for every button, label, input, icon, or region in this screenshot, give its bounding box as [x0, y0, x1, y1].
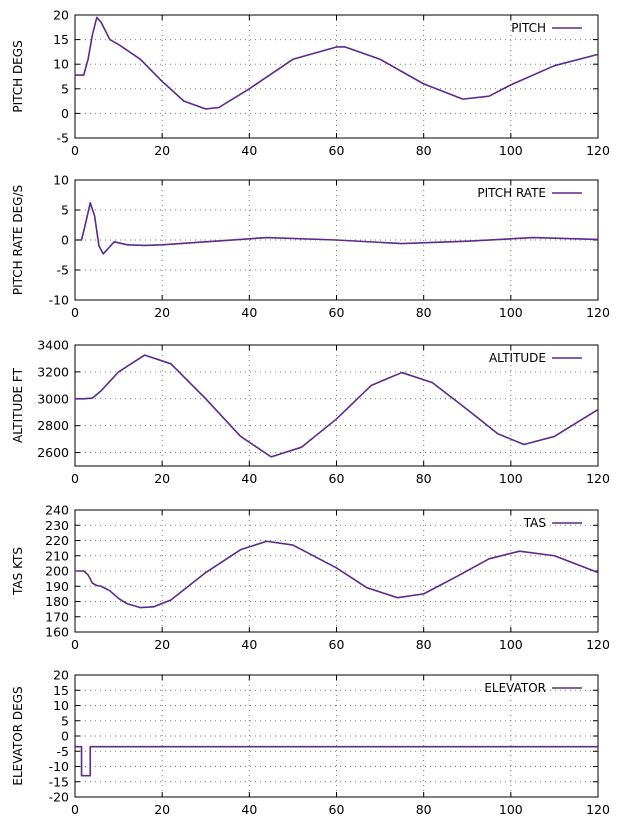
y-tick-label: 3200 [37, 364, 69, 379]
x-tick-label: 80 [416, 471, 432, 486]
y-tick-label: 230 [45, 518, 69, 533]
x-tick-label: 80 [416, 637, 432, 652]
y-tick-label: 160 [45, 625, 69, 640]
y-tick-label: 170 [45, 609, 69, 624]
chart-panel: 0 20 40 60 80 100 120 1601701801902002102202302… [11, 503, 610, 653]
x-tick-label: 20 [154, 143, 170, 158]
y-tick-label: 240 [45, 503, 69, 518]
y-tick-label: -10 [49, 293, 69, 308]
series-line [74, 540, 599, 609]
x-tick-label: 20 [154, 637, 170, 652]
y-axis-label: TAS KTS [11, 547, 25, 596]
x-tick-label: 120 [586, 637, 610, 652]
x-tick-label: 60 [329, 305, 345, 320]
x-tick-label: 100 [499, 637, 523, 652]
y-tick-label: 5 [61, 81, 69, 96]
y-tick-label: 220 [45, 533, 69, 548]
y-tick-label: 5 [61, 713, 69, 728]
x-tick-label: 0 [71, 305, 79, 320]
x-tick-label: 80 [416, 802, 432, 817]
y-tick-label: 190 [45, 579, 69, 594]
series-line [74, 354, 599, 458]
y-tick-label: -20 [49, 790, 69, 805]
y-tick-label: 2600 [37, 445, 69, 460]
chart-panel: 0 20 40 60 80 100 120 -10 -5 0 5 10 PITCH RATE DEG/S… [11, 173, 610, 321]
x-tick-label: 80 [416, 143, 432, 158]
x-tick-label: 100 [499, 143, 523, 158]
chart-panel: 0 20 40 60 80 100 120 2600 2800 3000 3200 3400 ALTIT… [11, 338, 610, 487]
y-tick-label: 3000 [37, 391, 69, 406]
y-tick-label: 200 [45, 564, 69, 579]
series-line [74, 202, 599, 255]
x-tick-label: 40 [241, 471, 257, 486]
y-tick-label: 5 [61, 203, 69, 218]
x-tick-label: 20 [154, 305, 170, 320]
y-tick-label: 15 [53, 32, 69, 47]
x-tick-label: 60 [329, 802, 345, 817]
x-tick-label: 20 [154, 471, 170, 486]
y-tick-label: 2800 [37, 418, 69, 433]
x-tick-label: 120 [586, 471, 610, 486]
x-tick-label: 0 [71, 802, 79, 817]
x-tick-label: 0 [71, 637, 79, 652]
y-tick-label: 10 [53, 698, 69, 713]
x-tick-label: 0 [71, 471, 79, 486]
y-tick-label: 210 [45, 548, 69, 563]
x-tick-label: 20 [154, 802, 170, 817]
series-line [74, 16, 599, 110]
y-tick-label: -5 [57, 131, 69, 146]
x-tick-label: 60 [329, 143, 345, 158]
x-tick-label: 100 [499, 471, 523, 486]
x-tick-label: 100 [499, 305, 523, 320]
y-tick-label: 3400 [37, 338, 69, 353]
legend-label: PITCH [511, 21, 546, 35]
chart-panel: 0 20 40 60 80 100 120-20-15-10-505101520ELEVAT… [11, 668, 610, 818]
y-tick-label: 15 [53, 683, 69, 698]
x-tick-label: 40 [241, 802, 257, 817]
x-tick-label: 120 [586, 802, 610, 817]
x-tick-label: 60 [329, 637, 345, 652]
y-tick-label: -10 [49, 759, 69, 774]
x-tick-label: 60 [329, 471, 345, 486]
y-tick-label: 180 [45, 594, 69, 609]
y-tick-label: 0 [61, 106, 69, 121]
y-axis-label: ALTITUDE FT [11, 367, 25, 443]
y-tick-label: 0 [61, 233, 69, 248]
y-tick-label: -5 [57, 263, 69, 278]
y-axis-label: ELEVATOR DEGS [11, 686, 25, 785]
y-tick-label: -5 [57, 744, 69, 759]
y-tick-label: 10 [53, 57, 69, 72]
legend-label: ALTITUDE [489, 351, 546, 365]
x-tick-label: 100 [499, 802, 523, 817]
y-tick-label: 20 [53, 668, 69, 683]
x-tick-label: 40 [241, 305, 257, 320]
x-tick-label: 0 [71, 143, 79, 158]
y-axis-label: PITCH RATE DEG/S [11, 185, 25, 295]
x-tick-label: 40 [241, 637, 257, 652]
y-tick-label: 10 [53, 173, 69, 188]
y-tick-label: 0 [61, 729, 69, 744]
x-tick-label: 80 [416, 305, 432, 320]
legend-label: TAS [523, 516, 546, 530]
y-tick-label: 20 [53, 8, 69, 23]
y-tick-label: -15 [49, 774, 69, 789]
series-line [74, 745, 599, 777]
y-axis-label: PITCH DEGS [11, 40, 25, 112]
x-tick-label: 40 [241, 143, 257, 158]
legend-label: ELEVATOR [484, 681, 546, 695]
x-tick-label: 120 [586, 143, 610, 158]
x-tick-label: 120 [586, 305, 610, 320]
legend-label: PITCH RATE [477, 186, 546, 200]
